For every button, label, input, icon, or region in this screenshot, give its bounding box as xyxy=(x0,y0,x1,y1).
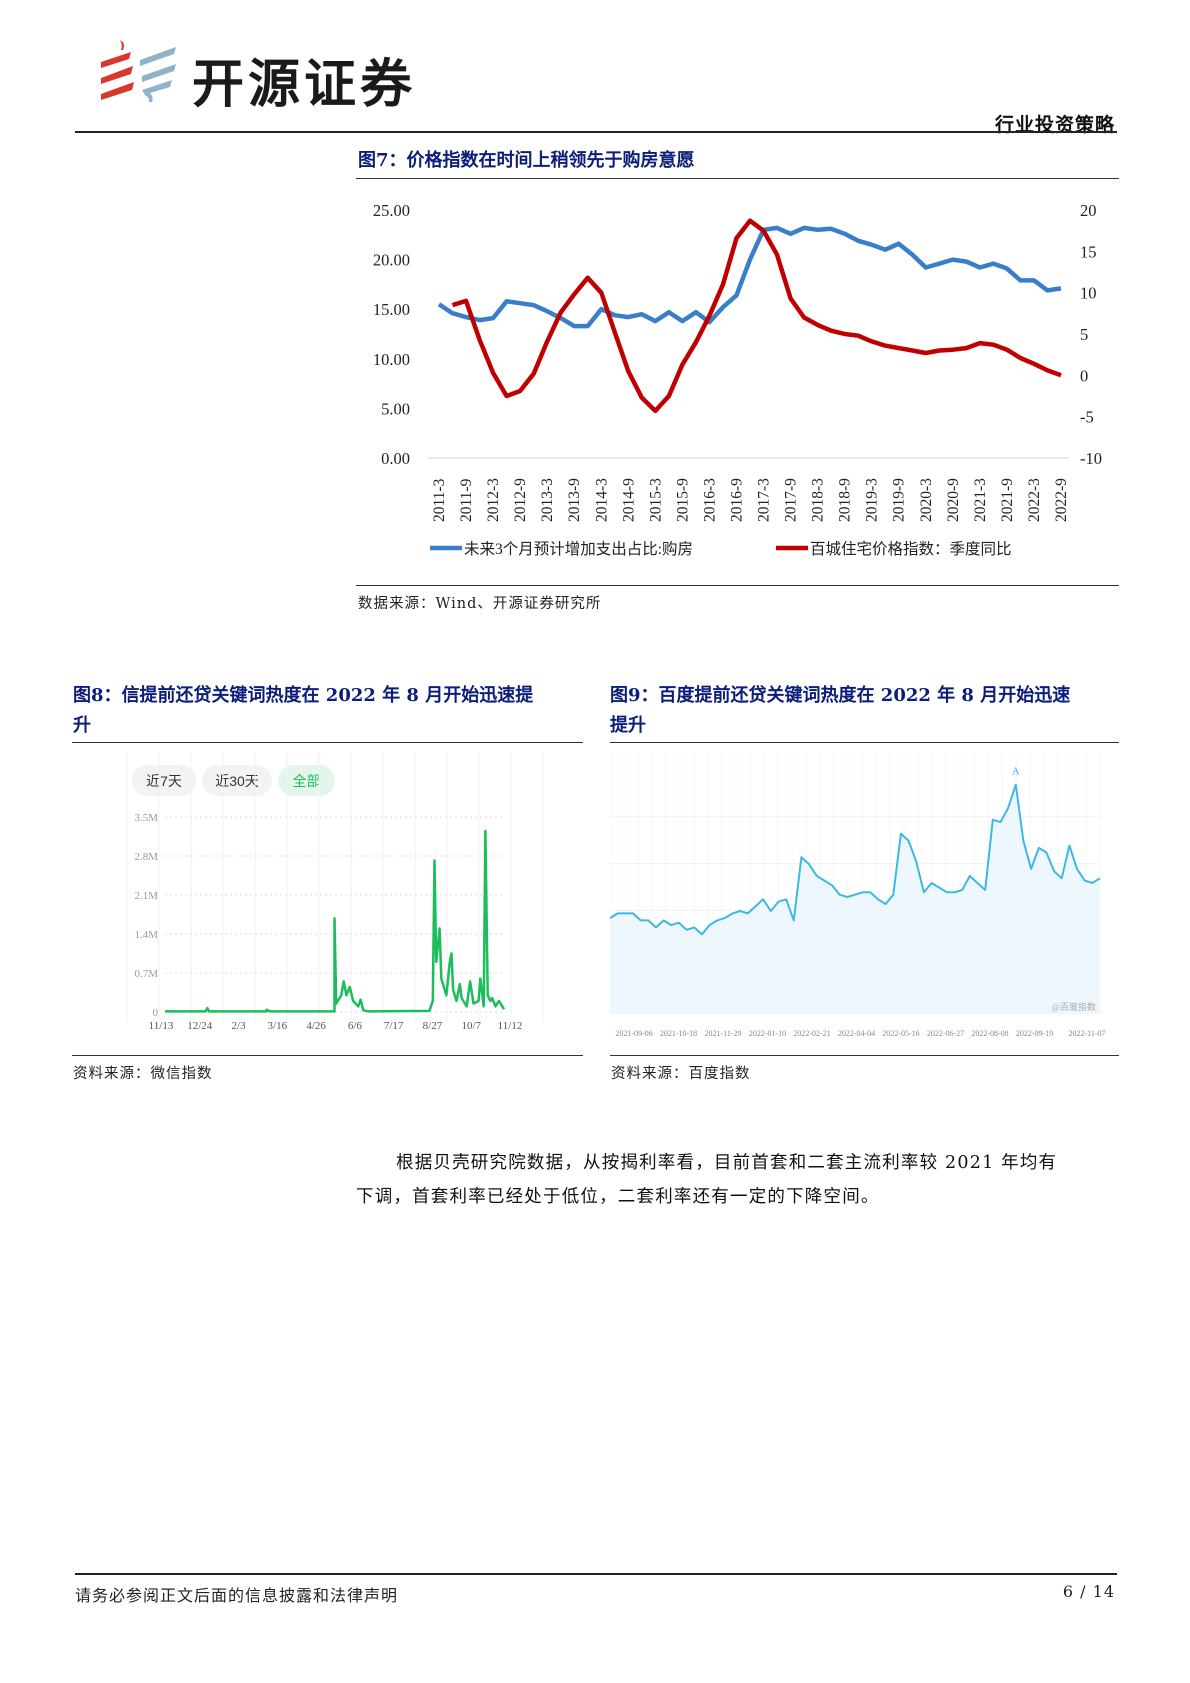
svg-text:2020-9: 2020-9 xyxy=(945,478,962,522)
svg-text:0: 0 xyxy=(153,1007,159,1019)
filter-7days-button[interactable]: 近7天 xyxy=(132,765,196,796)
svg-text:2013-3: 2013-3 xyxy=(539,478,556,522)
svg-text:3.5M: 3.5M xyxy=(134,812,158,824)
svg-text:2017-9: 2017-9 xyxy=(783,478,800,522)
peak-marker: A xyxy=(1012,766,1020,778)
svg-text:2012-3: 2012-3 xyxy=(485,478,502,522)
svg-text:20.00: 20.00 xyxy=(373,251,410,270)
svg-text:2.1M: 2.1M xyxy=(134,890,158,902)
svg-text:2016-3: 2016-3 xyxy=(701,478,718,522)
svg-text:0: 0 xyxy=(1080,366,1088,385)
svg-text:2021-9: 2021-9 xyxy=(999,478,1016,522)
svg-text:2.8M: 2.8M xyxy=(134,851,158,863)
figure8-title-line2: 升 xyxy=(73,715,91,736)
svg-text:2015-9: 2015-9 xyxy=(674,478,691,522)
svg-text:25.00: 25.00 xyxy=(373,201,410,220)
svg-text:5.00: 5.00 xyxy=(381,399,410,418)
svg-text:10: 10 xyxy=(1080,284,1097,303)
svg-text:2022-06-27: 2022-06-27 xyxy=(927,1029,964,1038)
company-logo-icon xyxy=(101,40,176,102)
figure9-chart: A @百度指数 2021-09-06 2021-10-18 2021-11-29 20… xyxy=(610,752,1106,1038)
svg-text:10.00: 10.00 xyxy=(373,350,410,369)
page-number: 6 / 14 xyxy=(1062,1582,1115,1601)
report-type-label: 行业投资策略 xyxy=(994,114,1115,136)
svg-text:2014-9: 2014-9 xyxy=(620,478,637,522)
legend-blue-label: 未来3个月预计增加支出占比:购房 xyxy=(464,540,693,558)
figure7-source: 数据来源：Wind、开源证券研究所 xyxy=(358,596,602,612)
body-paragraph-line1: 根据贝壳研究院数据，从按揭利率看，目前首套和二套主流利率较 2021 年均有 xyxy=(396,1153,1058,1173)
svg-text:2021-09-06: 2021-09-06 xyxy=(615,1029,652,1038)
svg-text:2013-9: 2013-9 xyxy=(566,478,583,522)
svg-text:2022-9: 2022-9 xyxy=(1053,478,1070,522)
svg-text:2022-01-10: 2022-01-10 xyxy=(749,1029,786,1038)
svg-text:2022-05-16: 2022-05-16 xyxy=(882,1029,919,1038)
footer-divider xyxy=(75,1573,1117,1575)
svg-text:-10: -10 xyxy=(1080,449,1102,468)
svg-text:2022-08-08: 2022-08-08 xyxy=(971,1029,1008,1038)
figure9-title-line1: 图9：百度提前还贷关键词热度在 2022 年 8 月开始迅速 xyxy=(610,685,1071,706)
svg-text:2/3: 2/3 xyxy=(232,1020,247,1032)
figure9-source: 资料来源：百度指数 xyxy=(611,1066,751,1082)
figure7-title-divider xyxy=(356,178,1119,179)
svg-text:-5: -5 xyxy=(1080,408,1094,427)
svg-text:2022-02-21: 2022-02-21 xyxy=(793,1029,830,1038)
svg-text:2020-3: 2020-3 xyxy=(918,478,935,522)
svg-text:0.00: 0.00 xyxy=(381,449,410,468)
figure8-chart: 0 0.7M 1.4M 2.1M 2.8M 3.5M 11/13 12/24 2/3 3/16 4… xyxy=(126,752,544,1032)
svg-text:2018-9: 2018-9 xyxy=(837,478,854,522)
svg-text:8/27: 8/27 xyxy=(423,1020,443,1032)
svg-text:15: 15 xyxy=(1080,242,1097,261)
figure9-title-divider xyxy=(610,742,1119,743)
header-divider xyxy=(75,131,1117,133)
figure9-bottom-divider xyxy=(610,1055,1119,1056)
svg-text:1.4M: 1.4M xyxy=(134,929,158,941)
figure8-title-line1: 图8：信提前还贷关键词热度在 2022 年 8 月开始迅速提 xyxy=(73,685,534,706)
svg-text:2018-3: 2018-3 xyxy=(810,478,827,522)
svg-text:2011-9: 2011-9 xyxy=(458,478,475,522)
figure8-bottom-divider xyxy=(72,1055,583,1056)
svg-text:2021-3: 2021-3 xyxy=(972,478,989,522)
svg-text:5: 5 xyxy=(1080,325,1088,344)
svg-text:2011-3: 2011-3 xyxy=(431,478,448,522)
svg-text:2016-9: 2016-9 xyxy=(728,478,745,522)
filter-30days-button[interactable]: 近30天 xyxy=(202,765,272,796)
svg-text:11/13: 11/13 xyxy=(149,1020,174,1032)
svg-text:2017-3: 2017-3 xyxy=(756,478,773,522)
svg-text:4/26: 4/26 xyxy=(306,1020,326,1032)
svg-text:20: 20 xyxy=(1080,201,1097,220)
figure8-title-divider xyxy=(72,742,583,743)
svg-text:2022-11-07: 2022-11-07 xyxy=(1068,1029,1105,1038)
svg-text:11/12: 11/12 xyxy=(498,1020,523,1032)
figure9-title-line2: 提升 xyxy=(610,715,646,736)
svg-text:2019-3: 2019-3 xyxy=(864,478,881,522)
svg-text:2022-3: 2022-3 xyxy=(1026,478,1043,522)
svg-text:2012-9: 2012-9 xyxy=(512,478,529,522)
body-paragraph-line2: 下调，首套利率已经处于低位，二套利率还有一定的下降空间。 xyxy=(356,1187,880,1207)
figure7-title: 图7：价格指数在时间上稍领先于购房意愿 xyxy=(358,150,695,171)
svg-text:7/17: 7/17 xyxy=(384,1020,404,1032)
legend-red-label: 百城住宅价格指数：季度同比 xyxy=(810,540,1012,558)
figure7-chart: 0.00 5.00 10.00 15.00 20.00 25.00 -10 -5 0 5 10 15… xyxy=(373,201,1102,558)
figure7-bottom-divider xyxy=(356,585,1119,586)
svg-text:3/16: 3/16 xyxy=(268,1020,288,1032)
svg-text:2015-3: 2015-3 xyxy=(647,478,664,522)
svg-text:2022-04-04: 2022-04-04 xyxy=(838,1029,875,1038)
svg-text:2019-9: 2019-9 xyxy=(891,478,908,522)
footer-disclaimer: 请务必参阅正文后面的信息披露和法律声明 xyxy=(75,1586,399,1605)
svg-text:0.7M: 0.7M xyxy=(134,968,158,980)
figure8-source: 资料来源：微信指数 xyxy=(73,1066,213,1082)
svg-text:2022-09-19: 2022-09-19 xyxy=(1016,1029,1053,1038)
svg-text:10/7: 10/7 xyxy=(461,1020,481,1032)
figure8-panel: 近7天 近30天 全部 0 0.7M 1.4M 2.1M 2.8M 3.5M 11/13 1… xyxy=(72,752,583,1046)
svg-text:15.00: 15.00 xyxy=(373,300,410,319)
company-name: 开源证券 xyxy=(192,55,417,115)
svg-text:6/6: 6/6 xyxy=(348,1020,363,1032)
svg-text:2021-10-18: 2021-10-18 xyxy=(660,1029,697,1038)
baidu-watermark: @百度指数 xyxy=(1052,1001,1096,1012)
svg-text:2014-3: 2014-3 xyxy=(593,478,610,522)
svg-text:2021-11-29: 2021-11-29 xyxy=(704,1029,741,1038)
svg-text:12/24: 12/24 xyxy=(187,1020,213,1032)
